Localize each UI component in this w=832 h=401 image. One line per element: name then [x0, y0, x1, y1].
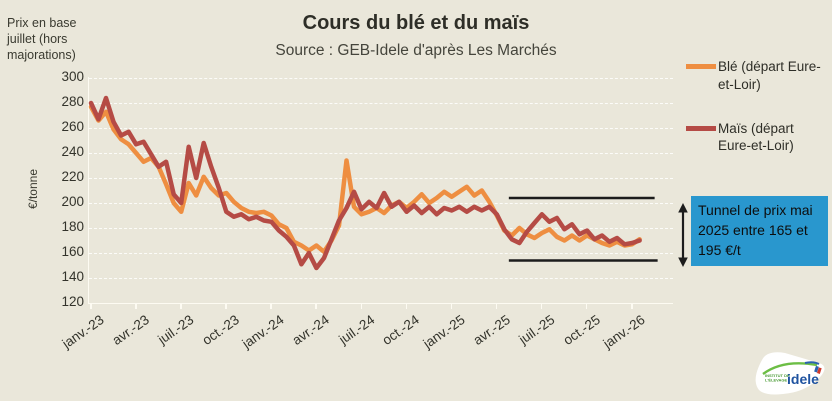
x-tick-mark [405, 304, 408, 309]
x-tick-mark [495, 304, 498, 309]
chart-subtitle: Source : GEB-Idele d'après Les Marchés [275, 42, 557, 59]
gridline-260 [89, 128, 673, 129]
legend-label-wheat: Blé (départ Eure-et-Loir) [718, 59, 821, 92]
gridline-280 [89, 103, 673, 104]
x-tick-label: avr.-23 [109, 312, 152, 348]
wheat-line [88, 104, 642, 255]
y-tick-label: 180 [61, 219, 84, 234]
plot-area [88, 77, 673, 304]
y-tick-label: 280 [61, 94, 84, 109]
tunnel-annotation-box: Tunnel de prix mai 2025 entre 165 et 195… [691, 196, 828, 266]
x-tick-mark [90, 304, 92, 309]
x-tick-label: oct.-25 [560, 312, 603, 348]
x-tick-mark [315, 304, 317, 309]
y-axis-label: €/tonne [26, 168, 40, 210]
corn-line [88, 95, 642, 271]
gridline-140 [89, 278, 673, 279]
gridline-180 [89, 228, 673, 229]
svg-text:L'ÉLEVAGE: L'ÉLEVAGE [765, 378, 788, 383]
legend: Blé (départ Eure-et-Loir) Maïs (départ E… [686, 58, 828, 181]
y-tick-label: 120 [61, 294, 84, 309]
y-tick-label: 260 [61, 119, 84, 134]
x-tick-label: oct.-24 [379, 312, 423, 348]
chart-title: Cours du blé et du maïs [302, 12, 530, 34]
y-tick-label: 300 [61, 69, 84, 84]
x-tick-label: juil.-23 [155, 312, 197, 348]
logo-wordmark: idele [787, 371, 819, 387]
x-tick-mark [270, 304, 272, 309]
x-tick-mark [135, 304, 137, 309]
x-tick-label: oct.-23 [199, 312, 242, 348]
double-arrow-icon [678, 203, 688, 267]
x-tick-label: janv.-26 [600, 312, 648, 352]
corn-line-swatch [686, 125, 716, 131]
x-tick-label: juil.-25 [516, 312, 558, 348]
gridline-300 [89, 78, 673, 79]
x-tick-mark [360, 304, 363, 309]
x-tick-mark [225, 304, 227, 309]
legend-label-corn: Maïs (départ Eure-et-Loir) [718, 120, 794, 154]
price-basis-note: Prix en base juillet (hors majorations) [7, 16, 77, 62]
x-tick-mark [585, 304, 588, 309]
logo-caption: INSTITUT DE [765, 373, 790, 378]
y-tick-label: 140 [61, 269, 84, 284]
series-plot [88, 95, 658, 271]
gridline-240 [89, 153, 673, 154]
legend-item-corn: Maïs (départ Eure-et-Loir) [686, 120, 828, 156]
y-tick-label: 240 [61, 144, 84, 159]
legend-item-wheat: Blé (départ Eure-et-Loir) [686, 58, 828, 94]
x-tick-mark [180, 304, 182, 309]
x-tick-label: janv.-24 [239, 312, 287, 352]
x-tick-label: avr.-25 [469, 312, 513, 348]
y-tick-label: 160 [61, 244, 84, 259]
x-tick-label: avr.-24 [289, 312, 333, 348]
x-tick-label: janv.-23 [59, 312, 107, 352]
y-tick-label: 220 [61, 169, 84, 184]
idele-logo: INSTITUT DE L'ÉLEVAGE idele [755, 352, 825, 395]
gridline-220 [89, 178, 673, 179]
wheat-line-swatch [686, 64, 716, 69]
x-tick-mark [631, 304, 633, 309]
gridline-160 [89, 253, 673, 254]
x-tick-mark [540, 304, 543, 309]
x-tick-label: janv.-25 [420, 312, 468, 352]
x-tick-label: juil.-24 [335, 312, 378, 348]
x-tick-mark [450, 304, 453, 309]
y-tick-label: 200 [61, 194, 84, 209]
